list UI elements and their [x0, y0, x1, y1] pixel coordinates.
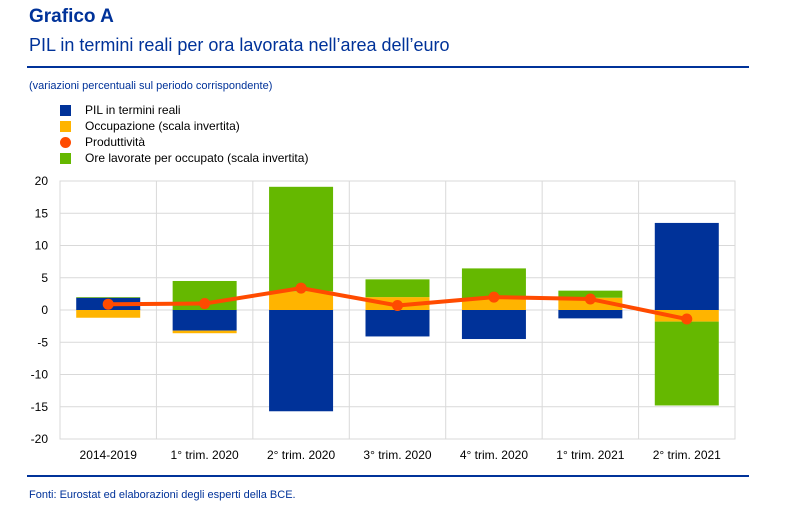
y-tick-label: -10: [31, 368, 49, 382]
chart-title: PIL in termini reali per ora lavorata ne…: [29, 35, 450, 55]
chart-note: (variazioni percentuali sul periodo corr…: [29, 80, 273, 92]
y-axis: 20 15 10 5 0 -5 -10 -15 -20: [31, 174, 49, 446]
legend-item-pil: PIL in termini reali: [60, 102, 308, 118]
productivity-point: [392, 299, 403, 311]
x-tick-label: 1° trim. 2020: [171, 448, 239, 462]
productivity-point: [681, 313, 693, 325]
bar-pil: [654, 222, 719, 310]
x-axis: 2014-2019 1° trim. 2020 2° trim. 2020 3° tr…: [80, 448, 722, 462]
bar-pil: [365, 310, 430, 337]
x-tick-label: 3° trim. 2020: [363, 448, 431, 462]
productivity-point: [584, 293, 596, 305]
y-tick-label: -20: [31, 432, 49, 446]
legend-swatch-pil: [60, 104, 71, 116]
y-tick-label: 15: [35, 206, 49, 220]
plot-frame: [59, 180, 736, 440]
bar-pil: [558, 310, 623, 319]
chart-label: Grafico A: [29, 6, 114, 27]
x-tick-label: 1° trim. 2021: [556, 448, 624, 462]
y-tick-label: -15: [31, 400, 49, 414]
bar-ore: [76, 297, 141, 298]
legend-swatch-occupazione: [60, 120, 71, 132]
productivity-line: [102, 282, 693, 325]
top-divider: [27, 66, 749, 68]
bar-ore: [654, 321, 719, 406]
legend-item-occupazione: Occupazione (scala invertita): [60, 118, 308, 134]
y-tick-label: 0: [41, 303, 48, 317]
legend-label-ore: Ore lavorate per occupato (scala inverti…: [85, 151, 309, 165]
source-note: Fonti: Eurostat ed elaborazioni degli es…: [29, 489, 296, 501]
x-tick-label: 2° trim. 2021: [653, 448, 721, 462]
legend-item-ore: Ore lavorate per occupato (scala inverti…: [60, 150, 308, 166]
productivity-point: [295, 282, 307, 294]
x-tick-label: 2014-2019: [80, 448, 138, 462]
legend-label-produttivita: Produttività: [85, 135, 146, 149]
bar-pil: [269, 310, 334, 412]
bar-ore: [365, 279, 430, 298]
y-tick-label: 20: [35, 174, 49, 188]
bars: [76, 186, 719, 412]
legend-label-pil: PIL in termini reali: [85, 103, 181, 117]
bar-ore: [269, 186, 334, 292]
bar-occupazione: [269, 291, 334, 310]
productivity-point: [488, 291, 500, 303]
bar-occupazione: [172, 330, 237, 334]
bar-occupazione: [461, 298, 526, 310]
legend-label-occupazione: Occupazione (scala invertita): [85, 119, 240, 133]
y-tick-label: -5: [37, 335, 48, 349]
bar-pil: [172, 310, 237, 331]
y-tick-label: 10: [35, 239, 49, 253]
productivity-point: [102, 298, 114, 310]
legend-swatch-ore: [60, 152, 71, 164]
legend-swatch-produttivita: [60, 136, 71, 148]
x-tick-label: 2° trim. 2020: [267, 448, 335, 462]
bar-occupazione: [76, 310, 141, 318]
productivity-point: [199, 298, 211, 310]
legend: PIL in termini reali Occupazione (scala …: [60, 102, 308, 166]
bottom-divider: [27, 475, 749, 477]
bar-pil: [461, 310, 526, 340]
y-tick-label: 5: [41, 271, 48, 285]
x-tick-label: 4° trim. 2020: [460, 448, 528, 462]
legend-item-produttivita: Produttività: [60, 134, 308, 150]
